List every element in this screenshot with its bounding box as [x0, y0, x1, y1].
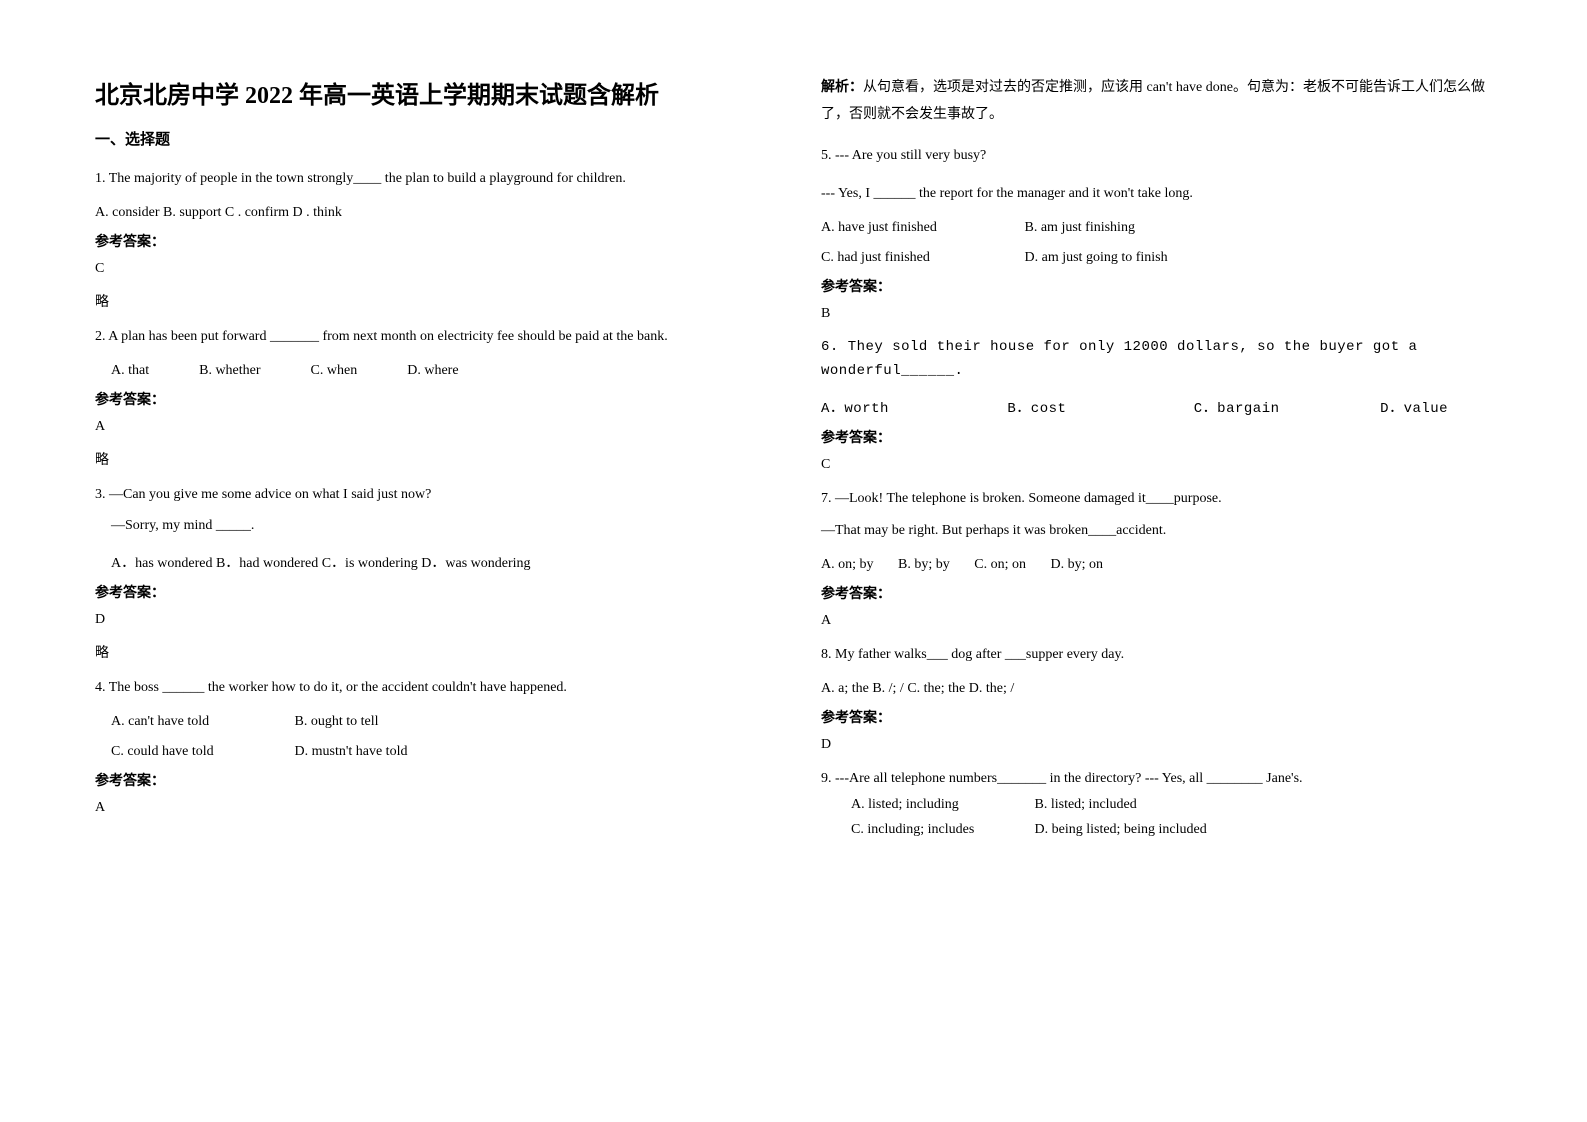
q5-optB: B. am just finishing — [1025, 220, 1135, 235]
q8-text: 8. My father walks___ dog after ___suppe… — [821, 643, 1492, 667]
q2-optC: C. when — [311, 363, 358, 379]
q2-optD: D. where — [407, 363, 458, 379]
question-5: 5. --- Are you still very busy? --- Yes,… — [821, 144, 1492, 206]
q5-options-row1: A. have just finished B. am just finishi… — [821, 220, 1492, 236]
q2-optA: A. that — [111, 363, 149, 379]
q2-text: 2. A plan has been put forward _______ f… — [95, 325, 766, 349]
q4-explain: 解析：从句意看，选项是对过去的否定推测，应该用 can't have done。… — [821, 75, 1492, 128]
q1-answer: C — [95, 261, 766, 277]
q4-options-row2: C. could have told D. mustn't have told — [95, 744, 766, 760]
q5-optD: D. am just going to finish — [1025, 250, 1168, 265]
q1-text: 1. The majority of people in the town st… — [95, 167, 766, 191]
q9-text: 9. ---Are all telephone numbers_______ i… — [821, 767, 1492, 791]
q9-optD: D. being listed; being included — [1035, 822, 1207, 837]
q6-optC: C．bargain — [1194, 397, 1380, 417]
question-3: 3. —Can you give me some advice on what … — [95, 483, 766, 539]
q7-options: A. on; by B. by; by C. on; on D. by; on — [821, 557, 1492, 573]
q2-answer-label: 参考答案： — [95, 389, 766, 409]
q4-optA: A. can't have told — [111, 714, 291, 730]
q9-optA: A. listed; including — [851, 793, 1031, 817]
q4-optC: C. could have told — [111, 744, 291, 760]
question-8: 8. My father walks___ dog after ___suppe… — [821, 643, 1492, 667]
q4-answer-label: 参考答案： — [95, 770, 766, 790]
q7-answer: A — [821, 613, 1492, 629]
q4-answer: A — [95, 800, 766, 816]
q2-optB: B. whether — [199, 363, 260, 379]
q9-optB: B. listed; included — [1035, 797, 1137, 812]
q1-options: A. consider B. support C . confirm D . t… — [95, 205, 766, 221]
q5-line1: 5. --- Are you still very busy? — [821, 144, 1492, 168]
question-9: 9. ---Are all telephone numbers_______ i… — [821, 767, 1492, 842]
q2-options: A. that B. whether C. when D. where — [95, 363, 766, 379]
question-6: 6. They sold their house for only 12000 … — [821, 336, 1492, 384]
q3-answer-label: 参考答案： — [95, 582, 766, 602]
q5-optA: A. have just finished — [821, 220, 1021, 236]
section-header: 一、选择题 — [95, 128, 766, 149]
explain-label: 解析： — [821, 80, 863, 95]
q5-options-row2: C. had just finished D. am just going to… — [821, 250, 1492, 266]
question-4: 4. The boss ______ the worker how to do … — [95, 676, 766, 700]
q3-answer: D — [95, 612, 766, 628]
q2-answer: A — [95, 419, 766, 435]
q6-options: A．worth B．cost C．bargain D．value — [821, 397, 1492, 417]
q4-text: 4. The boss ______ the worker how to do … — [95, 676, 766, 700]
q9-row2: C. including; includes D. being listed; … — [821, 818, 1492, 842]
left-column: 北京北房中学 2022 年高一英语上学期期末试题含解析 一、选择题 1. The… — [95, 75, 766, 850]
q4-optD: D. mustn't have told — [295, 744, 408, 759]
q6-optD: D．value — [1380, 397, 1492, 417]
q5-answer: B — [821, 306, 1492, 322]
q7-line1: 7. —Look! The telephone is broken. Someo… — [821, 487, 1492, 511]
q7-answer-label: 参考答案： — [821, 583, 1492, 603]
q4-options-row1: A. can't have told B. ought to tell — [95, 714, 766, 730]
q8-answer-label: 参考答案： — [821, 707, 1492, 727]
explain-text: 从句意看，选项是对过去的否定推测，应该用 can't have done。句意为… — [821, 80, 1485, 122]
q4-optB: B. ought to tell — [295, 714, 379, 729]
q6-answer: C — [821, 457, 1492, 473]
q5-line2: --- Yes, I ______ the report for the man… — [821, 182, 1492, 206]
q8-answer: D — [821, 737, 1492, 753]
q6-optA: A．worth — [821, 397, 1007, 417]
question-1: 1. The majority of people in the town st… — [95, 167, 766, 191]
q1-answer-label: 参考答案： — [95, 231, 766, 251]
q5-optC: C. had just finished — [821, 250, 1021, 266]
q6-optB: B．cost — [1007, 397, 1193, 417]
question-7: 7. —Look! The telephone is broken. Someo… — [821, 487, 1492, 543]
q6-answer-label: 参考答案： — [821, 427, 1492, 447]
question-2: 2. A plan has been put forward _______ f… — [95, 325, 766, 349]
q3-note: 略 — [95, 642, 766, 662]
right-column: 解析：从句意看，选项是对过去的否定推测，应该用 can't have done。… — [821, 75, 1492, 850]
q5-answer-label: 参考答案： — [821, 276, 1492, 296]
exam-page: 北京北房中学 2022 年高一英语上学期期末试题含解析 一、选择题 1. The… — [95, 75, 1492, 850]
q3-options: A．has wondered B．had wondered C．is wonde… — [95, 552, 766, 572]
q6-text: 6. They sold their house for only 12000 … — [821, 336, 1492, 384]
q2-note: 略 — [95, 449, 766, 469]
q3-line2: —Sorry, my mind _____. — [95, 514, 766, 538]
q7-line2: —That may be right. But perhaps it was b… — [821, 519, 1492, 543]
q3-line1: 3. —Can you give me some advice on what … — [95, 483, 766, 507]
q9-row1: A. listed; including B. listed; included — [821, 793, 1492, 817]
page-title: 北京北房中学 2022 年高一英语上学期期末试题含解析 — [95, 75, 766, 110]
q8-options: A. a; the B. /; / C. the; the D. the; / — [821, 681, 1492, 697]
q1-note: 略 — [95, 291, 766, 311]
q9-optC: C. including; includes — [851, 818, 1031, 842]
